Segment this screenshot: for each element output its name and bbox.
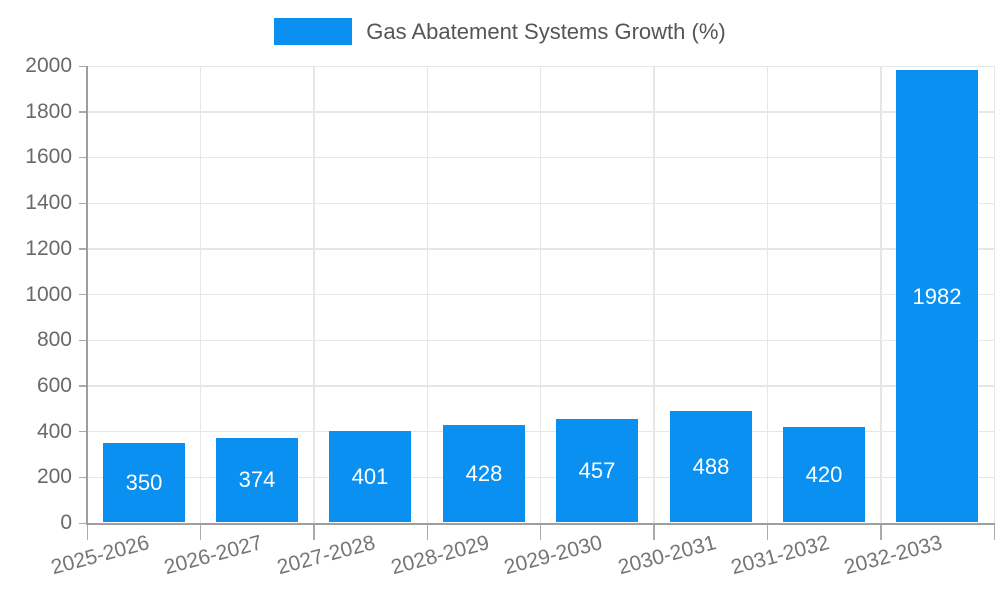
bar-2031-2032 — [783, 427, 865, 522]
y-axis-tick-label: 1600 — [25, 145, 72, 169]
x-axis-category-label: 2031-2032 — [728, 531, 832, 580]
bar-2032-2033 — [896, 70, 978, 522]
x-axis-category-label: 2027-2028 — [274, 531, 378, 580]
x-axis-category-label: 2028-2029 — [388, 531, 492, 580]
y-axis-tick — [79, 156, 87, 159]
x-axis-category-label: 2029-2030 — [501, 531, 605, 580]
y-axis-tick-label: 400 — [36, 419, 72, 443]
x-axis-tick — [653, 525, 655, 540]
x-axis-category-label: 2025-2026 — [48, 531, 152, 580]
legend-swatch — [274, 18, 353, 45]
bar-2028-2029 — [443, 425, 525, 522]
y-axis-tick — [79, 431, 87, 433]
bar-value-label: 420 — [805, 462, 843, 487]
x-axis-line — [86, 523, 995, 525]
bar-value-label: 350 — [125, 470, 163, 495]
bar-2029-2030 — [556, 418, 638, 522]
y-axis-tick — [79, 522, 87, 524]
x-axis-tick — [313, 525, 315, 540]
x-axis-tick — [540, 525, 542, 540]
x-axis-tick — [426, 525, 429, 540]
x-axis-tick — [880, 525, 882, 540]
gridline-vertical — [880, 66, 882, 523]
y-axis-tick — [79, 294, 87, 296]
x-axis-tick — [993, 525, 995, 540]
y-axis-tick — [79, 385, 87, 387]
y-axis-tick — [79, 65, 87, 67]
x-axis-tick — [86, 525, 88, 540]
y-axis-tick-label: 1200 — [25, 236, 72, 260]
y-axis-tick-label: 200 — [36, 465, 72, 489]
bar-value-label: 1982 — [912, 283, 962, 309]
bar-2025-2026 — [103, 443, 185, 522]
x-axis-tick — [766, 525, 769, 540]
bar-2030-2031 — [670, 411, 752, 522]
y-axis-tick-label: 600 — [36, 373, 72, 397]
bar-value-label: 428 — [465, 461, 503, 487]
y-axis-tick-label: 0 — [60, 511, 72, 534]
x-axis-tick — [199, 525, 202, 540]
y-axis-line — [86, 66, 88, 523]
y-axis-tick — [79, 248, 87, 250]
y-axis-tick-label: 1400 — [25, 191, 72, 215]
x-axis-category-label: 2032-2033 — [841, 531, 945, 580]
bar-value-label: 457 — [578, 457, 616, 483]
y-axis-tick-label: 1000 — [25, 282, 72, 306]
bar-2027-2028 — [329, 431, 411, 522]
gridline-vertical — [540, 66, 542, 523]
bar-value-label: 488 — [692, 454, 730, 480]
legend: Gas Abatement Systems Growth (%) — [0, 18, 1000, 45]
legend-label: Gas Abatement Systems Growth (%) — [366, 18, 726, 44]
gridline-vertical — [426, 66, 429, 523]
x-axis-category-label: 2026-2027 — [161, 531, 265, 580]
x-axis-category-label: 2030-2031 — [615, 531, 719, 580]
y-axis-tick — [79, 111, 87, 113]
bar-value-label: 401 — [351, 464, 389, 490]
y-axis-tick-label: 2000 — [25, 54, 72, 77]
bar-value-label: 374 — [238, 467, 276, 493]
y-axis-tick-label: 800 — [36, 328, 72, 352]
gridline-vertical — [199, 66, 202, 523]
y-axis-tick — [79, 202, 87, 204]
y-axis-tick — [79, 339, 87, 342]
bar-2026-2027 — [216, 437, 298, 522]
y-axis-tick-label: 1800 — [25, 99, 72, 123]
gridline-vertical — [313, 66, 315, 523]
gridline-vertical — [653, 66, 655, 523]
y-axis-tick — [79, 476, 87, 479]
gridline-vertical — [993, 66, 995, 523]
gridline-vertical — [766, 66, 769, 523]
